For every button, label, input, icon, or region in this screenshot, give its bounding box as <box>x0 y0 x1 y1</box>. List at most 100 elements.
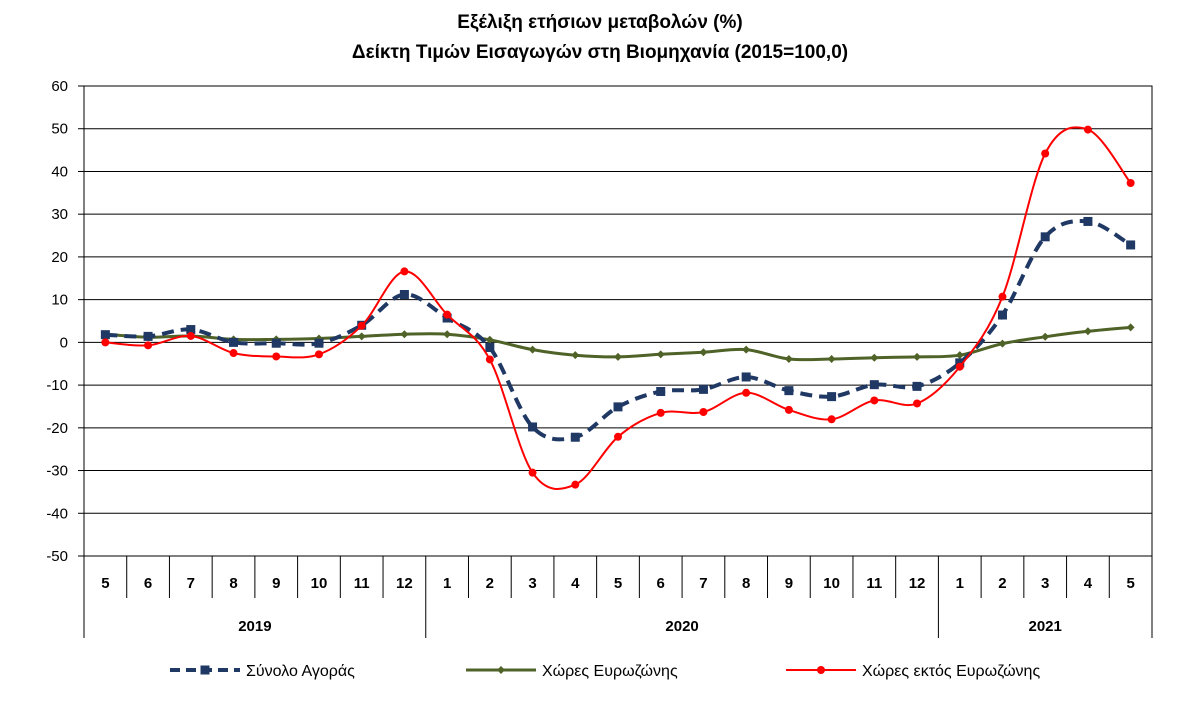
x-tick-label: 7 <box>187 575 195 592</box>
x-tick-label: 2 <box>998 575 1006 592</box>
x-tick-label: 9 <box>272 575 280 592</box>
data-point <box>742 345 751 354</box>
data-point <box>614 352 622 361</box>
data-point <box>400 267 409 276</box>
data-point <box>570 432 580 442</box>
x-tick-label: 6 <box>657 575 665 592</box>
x-tick-label: 5 <box>1126 575 1134 592</box>
legend-label: Σύνολο Αγοράς <box>246 663 355 680</box>
x-tick-label: 8 <box>229 575 237 592</box>
data-point <box>1126 178 1135 187</box>
x-tick-label: 2 <box>486 575 494 592</box>
x-tick-label: 5 <box>101 575 109 592</box>
data-point <box>485 355 494 364</box>
legend-label: Χώρες εκτός Ευρωζώνης <box>862 663 1040 680</box>
data-point <box>699 408 708 417</box>
legend-marker <box>497 666 505 674</box>
data-point <box>699 348 708 357</box>
data-point <box>528 422 538 432</box>
y-tick-label: 20 <box>51 249 68 266</box>
data-point <box>741 372 751 382</box>
data-point <box>870 353 879 362</box>
y-tick-label: 10 <box>51 292 68 309</box>
y-tick-label: -50 <box>46 548 68 565</box>
year-label: 2020 <box>665 618 698 635</box>
data-point <box>528 345 537 354</box>
data-point <box>229 337 239 347</box>
data-point <box>997 310 1007 320</box>
chart-title: Εξέλιξη ετήσιων μεταβολών (%) <box>457 12 743 33</box>
year-labels: 2019 2020 2021 <box>238 618 1062 635</box>
data-point <box>1083 327 1092 336</box>
y-tick-label: 30 <box>51 206 68 223</box>
x-tick-label: 3 <box>528 575 536 592</box>
data-point <box>827 392 837 402</box>
data-point <box>144 341 153 350</box>
data-point <box>528 468 537 477</box>
legend-item: Χώρες εκτός Ευρωζώνης <box>786 663 1040 680</box>
chart-subtitle: Δείκτη Τιμών Εισαγωγών στη Βιομηχανία (2… <box>351 42 849 63</box>
data-point <box>998 339 1007 348</box>
data-point <box>998 292 1007 301</box>
axes <box>83 85 1153 638</box>
x-tick-label: 6 <box>144 575 152 592</box>
data-point <box>101 338 110 347</box>
y-tick-label: -10 <box>46 377 68 394</box>
x-axis-ticks: 5 6 7 8 9 10 11 12 1 2 3 4 5 6 7 8 9 10 11 12 1 2 3 4 5 <box>101 575 1135 592</box>
data-point <box>271 338 281 348</box>
data-point <box>314 350 323 359</box>
series-3 <box>101 125 1135 490</box>
x-tick-label: 12 <box>909 575 926 592</box>
data-point <box>100 330 110 340</box>
data-point <box>443 330 452 339</box>
data-point <box>400 330 409 339</box>
data-point <box>955 351 964 360</box>
x-tick-label: 8 <box>742 575 750 592</box>
data-point <box>869 380 879 390</box>
data-point <box>272 352 281 361</box>
legend-item: Σύνολο Αγοράς <box>170 663 355 680</box>
legend-marker <box>200 665 210 675</box>
data-point <box>485 342 495 352</box>
x-tick-label: 11 <box>866 575 882 592</box>
data-point <box>656 387 666 396</box>
data-point <box>571 351 580 360</box>
data-point <box>955 362 964 371</box>
data-point <box>186 331 195 340</box>
legend-marker <box>817 666 825 674</box>
data-point <box>1041 149 1050 158</box>
x-tick-label: 4 <box>1084 575 1093 592</box>
y-tick-label: -40 <box>46 505 68 522</box>
data-point <box>913 352 922 361</box>
data-point <box>186 325 196 335</box>
y-tick-label: 40 <box>51 163 68 180</box>
y-axis-ticks: 60 50 40 30 20 10 0 -10 -20 -30 -40 -50 <box>46 78 68 565</box>
series-group <box>100 125 1136 490</box>
x-tick-label: 1 <box>443 575 451 592</box>
x-tick-label: 4 <box>571 575 580 592</box>
data-point <box>143 331 153 341</box>
data-point <box>1040 232 1050 242</box>
data-point <box>229 349 238 358</box>
legend-label: Χώρες Ευρωζώνης <box>542 663 678 680</box>
x-tick-label: 9 <box>785 575 793 592</box>
x-tick-label: 1 <box>956 575 964 592</box>
y-tick-label: 50 <box>51 121 68 138</box>
data-point <box>784 405 793 414</box>
y-tick-label: 0 <box>60 334 68 351</box>
data-point <box>784 355 793 364</box>
data-point <box>698 384 708 394</box>
data-point <box>1083 125 1092 134</box>
data-point <box>870 396 879 405</box>
x-tick-label: 3 <box>1041 575 1049 592</box>
data-point <box>443 310 452 319</box>
data-point <box>1126 240 1136 250</box>
data-point <box>1041 332 1050 341</box>
data-point <box>656 350 665 359</box>
data-point <box>613 402 623 412</box>
y-tick-label: -30 <box>46 463 68 480</box>
legend: Σύνολο Αγοράς Χώρες Ευρωζώνης Χώρες εκτός … <box>170 663 1040 680</box>
data-point <box>1083 216 1093 226</box>
data-point <box>1126 323 1135 332</box>
